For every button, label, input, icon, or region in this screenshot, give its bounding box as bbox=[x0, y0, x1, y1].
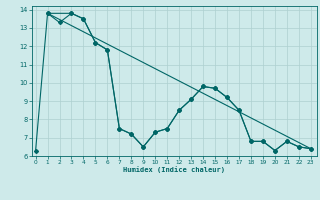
X-axis label: Humidex (Indice chaleur): Humidex (Indice chaleur) bbox=[124, 167, 225, 173]
